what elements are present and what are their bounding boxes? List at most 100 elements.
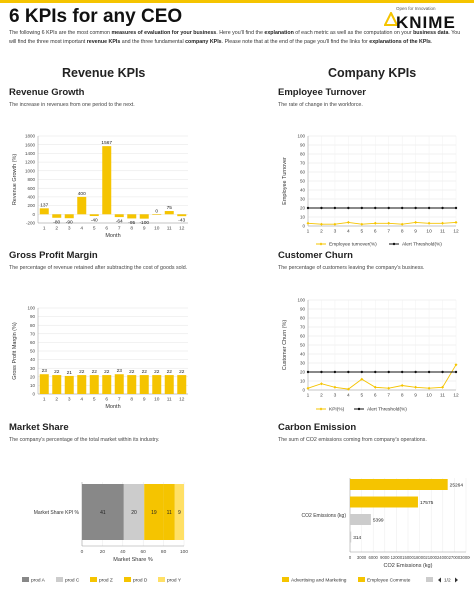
bar (39, 374, 49, 394)
bar (52, 214, 62, 218)
data-label: 23 (117, 368, 123, 374)
y-tick-label: 0 (32, 392, 35, 397)
x-tick-label: 7 (118, 226, 121, 232)
data-label: -80 (53, 219, 60, 225)
y-tick-label: 50 (30, 349, 36, 354)
data-point (306, 386, 310, 390)
legend-next-icon[interactable] (455, 577, 458, 583)
y-tick-label: 30 (300, 197, 306, 202)
data-point (346, 387, 350, 391)
legend-swatch (358, 577, 365, 582)
data-point (400, 222, 404, 226)
y-tick-label: 20 (30, 374, 36, 379)
x-tick-label: 40 (120, 549, 126, 555)
y-tick-label: 60 (30, 340, 36, 345)
data-point (427, 206, 431, 210)
x-tick-label: 5 (93, 397, 96, 403)
data-point (333, 222, 337, 226)
data-point (414, 385, 418, 389)
data-label: 22 (104, 369, 110, 375)
y-tick-label: 100 (27, 306, 35, 311)
intro-emphasis: revenue KPIs (86, 38, 121, 45)
data-label: 5399 (373, 517, 384, 523)
x-tick-label: 8 (401, 393, 404, 399)
legend-marker (357, 407, 361, 411)
data-label: 21 (67, 370, 73, 376)
page-title: 6 KPIs for any CEO (9, 6, 183, 27)
y-tick-label: 30 (300, 361, 306, 366)
revenue-growth-chart: -200020040060080010001200140016001800137… (12, 134, 188, 239)
bar (114, 214, 124, 218)
data-label: -95 (128, 220, 135, 226)
data-point (441, 385, 445, 389)
data-label: -64 (116, 219, 123, 225)
legend-swatch (22, 577, 29, 582)
x-tick-label: 27000 (449, 555, 461, 560)
x-axis-label: CO2 Emissions (kg) (384, 563, 433, 569)
bar (114, 374, 124, 394)
y-tick-label: 100 (297, 134, 305, 139)
y-tick-label: 10 (300, 379, 306, 384)
bar (177, 214, 187, 217)
bar (350, 531, 352, 543)
revenue-growth-desc: The increase in revenues from one period… (9, 102, 135, 108)
y-tick-label: 100 (297, 298, 305, 303)
intro-run: . You will find the three most important (9, 30, 461, 45)
data-point (373, 221, 377, 225)
y-tick-label: 0 (302, 224, 305, 229)
data-point (414, 370, 417, 374)
x-tick-label: 2 (320, 229, 323, 235)
y-tick-label: 70 (300, 325, 306, 330)
x-tick-label: 7 (387, 229, 390, 235)
y-tick-label: 80 (300, 152, 306, 157)
x-tick-label: 12 (179, 397, 185, 403)
bar (127, 375, 137, 394)
bar (89, 214, 99, 217)
legend-prev-icon[interactable] (438, 577, 441, 583)
legend-swatch (426, 577, 433, 582)
legend-swatch (282, 577, 289, 582)
data-label: 400 (78, 191, 86, 197)
data-label: 75 (167, 205, 173, 211)
data-label: 22 (154, 369, 160, 375)
bar-segment (82, 484, 124, 540)
data-point (306, 221, 310, 225)
y-tick-label: 10 (300, 215, 306, 220)
x-tick-label: 12 (453, 393, 459, 399)
bar-segment (123, 484, 145, 540)
bar (77, 196, 87, 215)
data-point (387, 221, 391, 225)
x-tick-label: 4 (80, 226, 83, 232)
intro-emphasis: explanation (264, 30, 294, 36)
data-label: 22 (179, 369, 185, 375)
bar (39, 208, 49, 215)
data-point (454, 220, 458, 224)
x-tick-label: 3 (68, 397, 71, 403)
top-accent-bar (0, 0, 474, 3)
market-share-title: Market Share (9, 422, 69, 433)
bar (164, 211, 174, 215)
bar (177, 375, 187, 394)
x-tick-label: 10 (154, 397, 160, 403)
legend-label: Employee turnover(%) (329, 242, 377, 248)
x-tick-label: 20 (100, 549, 106, 555)
data-point (414, 220, 418, 224)
data-point (441, 221, 445, 225)
y-tick-label: 1000 (25, 168, 36, 173)
knime-logo[interactable]: Open for Innovation KNIME (384, 6, 464, 32)
x-tick-label: 8 (130, 226, 133, 232)
intro-emphasis: measures of evaluation for your business (111, 30, 217, 36)
x-tick-label: 3 (68, 226, 71, 232)
x-tick-label: 11 (167, 397, 172, 403)
x-tick-label: 5 (93, 226, 96, 232)
data-point (319, 382, 323, 386)
data-point (333, 370, 337, 374)
carbon-emission-desc: The sum of CO2 emissions coming from com… (278, 437, 427, 443)
legend-pager: 1/2 (444, 578, 451, 584)
bar-segment (163, 484, 175, 540)
x-tick-label: 4 (347, 393, 350, 399)
x-tick-label: 21000 (425, 555, 437, 560)
legend-swatch (90, 577, 97, 582)
legend-marker (319, 407, 323, 411)
